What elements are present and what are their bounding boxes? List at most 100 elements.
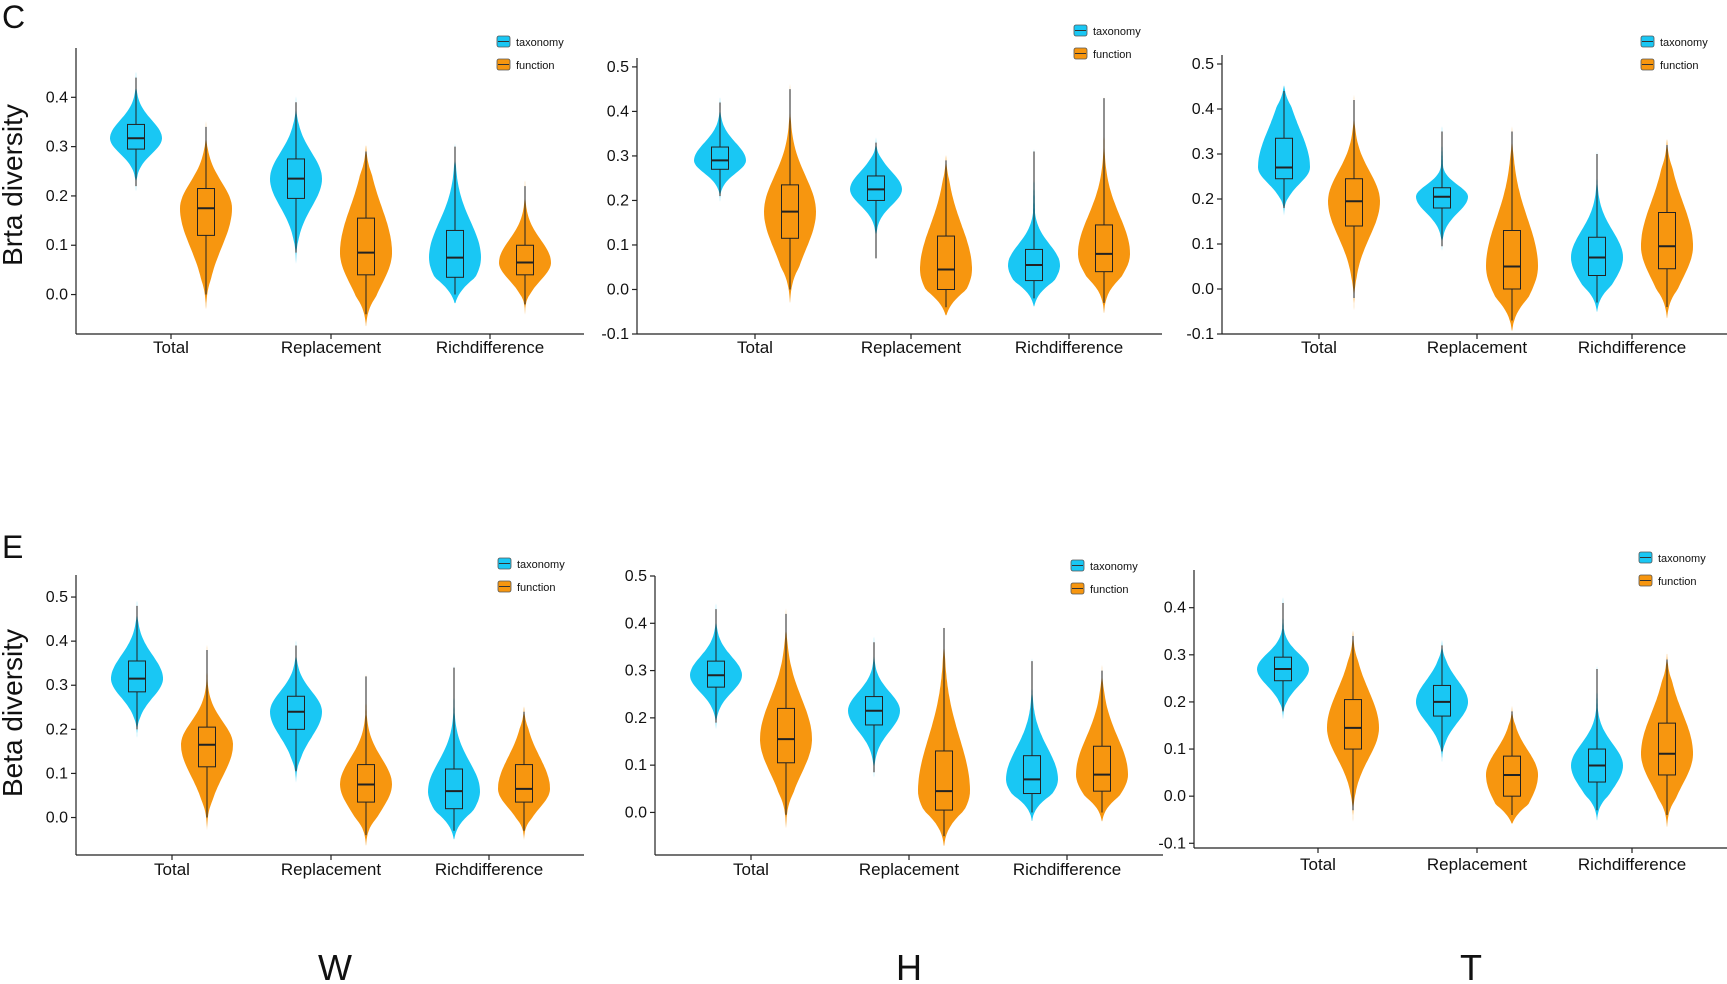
- y-tick-label: 0.5: [607, 59, 629, 76]
- legend-item-function: function: [1070, 582, 1129, 596]
- box: [1095, 224, 1113, 273]
- x-tick-label: Richdifference: [1578, 338, 1686, 357]
- chart-panel-c-h: -0.1 0.0 0.1 0.2 0.3 0.4 0.5 Total Replacement Ri…: [601, 24, 1162, 357]
- box: [1503, 230, 1521, 290]
- column-label-w: W: [318, 947, 352, 984]
- box: [445, 768, 463, 810]
- y-tick-label: 0.2: [1164, 694, 1186, 711]
- box: [357, 217, 375, 276]
- row-e-y-axis-label: Beta diversity: [0, 629, 28, 797]
- function-violin-total: [764, 83, 816, 303]
- y-tick-label: 0.4: [46, 89, 68, 106]
- box: [357, 764, 375, 803]
- x-tick-label: Richdifference: [436, 338, 544, 357]
- function-violin-richdifference: [499, 180, 551, 315]
- taxonomy-violin-total: [1258, 85, 1310, 218]
- taxonomy-violin-total: [110, 71, 162, 198]
- legend-label: function: [516, 60, 555, 72]
- legend-item-taxonomy: taxonomy: [1640, 35, 1708, 49]
- legend-item-function: function: [1640, 58, 1699, 72]
- taxonomy-violin-replacement: [270, 96, 322, 267]
- taxonomy-violin-richdifference: [1008, 146, 1060, 307]
- y-tick-label: 0.4: [625, 615, 647, 632]
- legend-label: function: [1090, 584, 1129, 596]
- box: [1503, 755, 1521, 797]
- y-tick-label: 0.3: [46, 139, 68, 156]
- y-tick-label: 0.2: [46, 721, 68, 738]
- taxonomy-violin-richdifference: [1006, 655, 1058, 821]
- x-tick-label: Total: [1301, 338, 1337, 357]
- function-violin-replacement: [1486, 126, 1538, 331]
- y-tick-label: 0.0: [607, 281, 629, 298]
- function-violin-replacement: [918, 622, 970, 846]
- y-tick-label: -0.1: [601, 326, 629, 343]
- column-label-h: H: [896, 947, 922, 984]
- taxonomy-violin-total: [1257, 597, 1309, 722]
- y-tick-label: -0.1: [1186, 326, 1214, 343]
- function-violin-total: [760, 608, 812, 829]
- y-tick-label: 0.1: [607, 237, 629, 254]
- chart-panel-e-w: 0.0 0.1 0.2 0.3 0.4 0.5 Total Replacement Richdi…: [46, 557, 584, 879]
- function-violin-richdifference: [1641, 653, 1693, 827]
- box: [515, 764, 533, 803]
- y-tick-label: 0.0: [1192, 281, 1214, 298]
- function-violin-replacement: [340, 671, 392, 846]
- box: [867, 175, 885, 201]
- y-tick-label: 0.3: [1192, 146, 1214, 163]
- box: [711, 146, 729, 170]
- legend-item-taxonomy: taxonomy: [497, 557, 565, 571]
- panel-letter-e: E: [2, 529, 23, 565]
- x-tick-label: Richdifference: [1013, 860, 1121, 879]
- box: [1023, 755, 1041, 795]
- function-violin-richdifference: [1078, 92, 1130, 313]
- legend-label: taxonomy: [517, 559, 565, 571]
- x-tick-label: Richdifference: [435, 860, 543, 879]
- box: [128, 660, 146, 693]
- x-tick-label: Replacement: [281, 860, 381, 879]
- box: [1433, 684, 1451, 717]
- y-tick-label: 0.5: [46, 589, 68, 606]
- legend-label: taxonomy: [1660, 37, 1708, 49]
- legend-item-function: function: [496, 58, 555, 72]
- chart-panel-c-w: 0.0 0.1 0.2 0.3 0.4 Total Replacement Richdiffe…: [46, 35, 584, 357]
- y-tick-label: 0.4: [1192, 101, 1214, 118]
- function-violin-replacement: [1486, 705, 1538, 824]
- y-tick-label: 0.2: [46, 188, 68, 205]
- chart-panel-e-t: -0.1 0.0 0.1 0.2 0.3 0.4 Total Replacement Richd…: [1158, 551, 1727, 874]
- box: [446, 229, 464, 278]
- x-tick-label: Total: [737, 338, 773, 357]
- taxonomy-violin-richdifference: [428, 662, 480, 840]
- x-tick-label: Total: [1300, 855, 1336, 874]
- legend-label: taxonomy: [1093, 26, 1141, 38]
- legend-label: function: [1658, 576, 1697, 588]
- taxonomy-violin-richdifference: [1571, 663, 1623, 821]
- taxonomy-violin-replacement: [270, 640, 322, 783]
- taxonomy-violin-replacement: [850, 137, 902, 273]
- function-violin-total: [1327, 630, 1379, 826]
- legend-label: taxonomy: [1658, 553, 1706, 565]
- y-tick-label: 0.4: [1164, 600, 1186, 617]
- legend-label: taxonomy: [1090, 561, 1138, 573]
- taxonomy-violin-richdifference: [1571, 148, 1623, 312]
- x-tick-label: Replacement: [1427, 855, 1527, 874]
- legend-label: taxonomy: [516, 37, 564, 49]
- legend-item-taxonomy: taxonomy: [496, 35, 564, 49]
- x-tick-label: Replacement: [859, 860, 959, 879]
- y-tick-label: 0.3: [625, 663, 647, 680]
- box: [516, 244, 534, 276]
- y-tick-label: 0.0: [46, 810, 68, 827]
- y-tick-label: 0.1: [625, 757, 647, 774]
- legend-item-taxonomy: taxonomy: [1070, 559, 1138, 573]
- y-tick-label: 0.1: [46, 237, 68, 254]
- taxonomy-violin-richdifference: [429, 140, 481, 304]
- chart-panel-c-t: -0.1 0.0 0.1 0.2 0.3 0.4 0.5 Total Replacement Ri…: [1186, 35, 1727, 357]
- y-tick-label: 0.5: [625, 568, 647, 585]
- x-tick-label: Richdifference: [1015, 338, 1123, 357]
- legend-item-function: function: [1073, 47, 1132, 61]
- box: [1345, 178, 1363, 227]
- y-tick-label: 0.1: [1192, 236, 1214, 253]
- box: [937, 235, 955, 290]
- y-tick-label: 0.0: [46, 287, 68, 304]
- y-tick-label: 0.1: [46, 765, 68, 782]
- y-tick-label: 0.4: [46, 633, 68, 650]
